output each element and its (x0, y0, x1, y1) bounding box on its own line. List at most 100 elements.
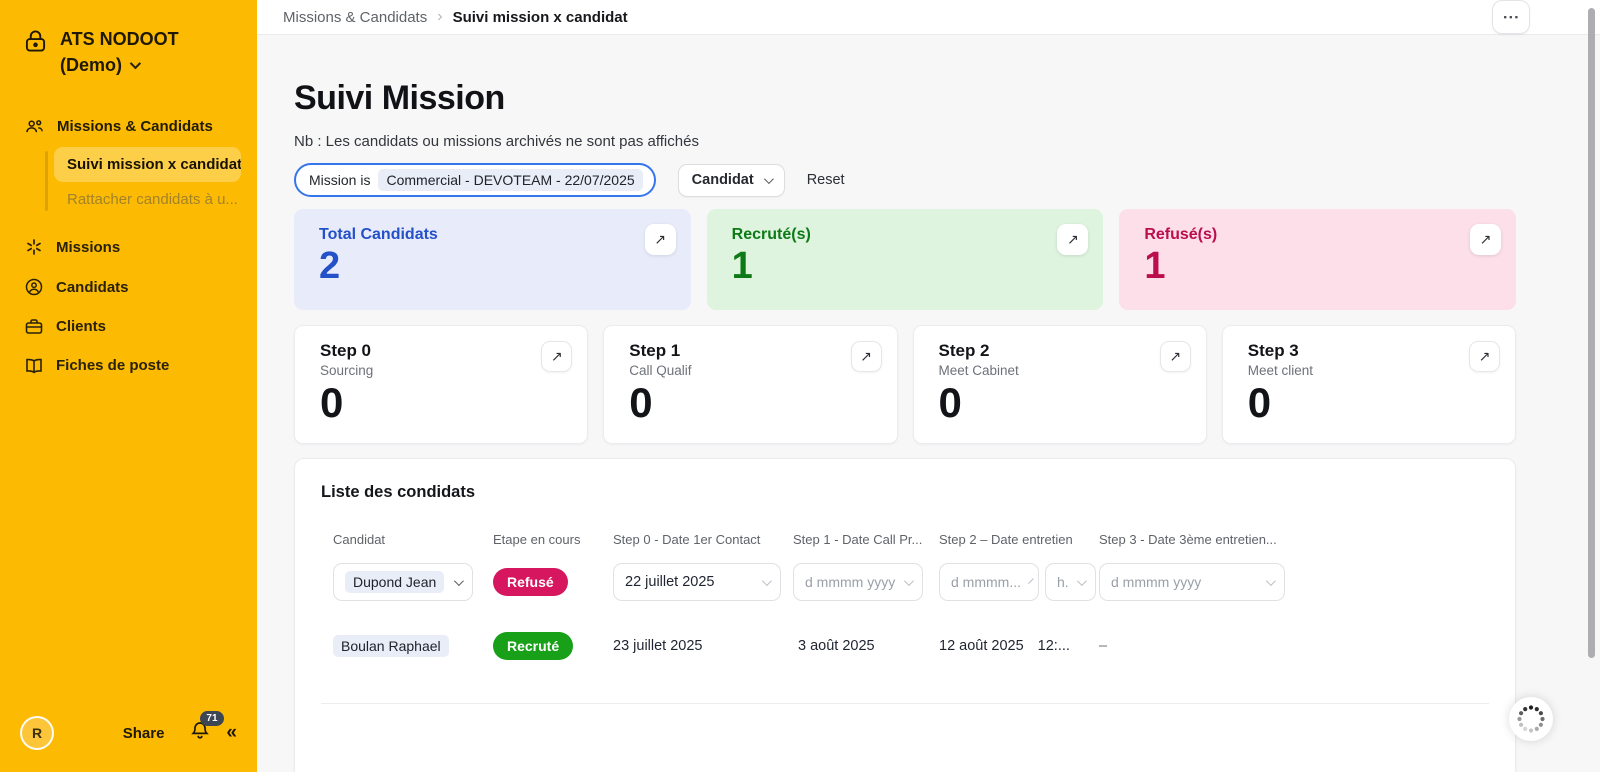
card-step-2: Step 2 Meet Cabinet 0 ↗ (912, 325, 1207, 444)
reset-filters-button[interactable]: Reset (806, 172, 845, 188)
loading-spinner-icon (1517, 705, 1545, 733)
workspace-switcher[interactable]: ATS NODOOT (Demo) (0, 0, 257, 78)
candidate-filter-dropdown[interactable]: Candidat (677, 163, 785, 197)
column-header-step1: Step 1 - Date Call Pr... (793, 532, 923, 547)
status-badge: Recruté (493, 632, 574, 660)
open-card-button[interactable]: ↗ (1057, 224, 1089, 255)
chevron-down-icon (1265, 575, 1276, 586)
chevron-down-icon (453, 575, 464, 586)
row-divider (321, 703, 1489, 704)
breadcrumb: Missions & Candidats › Suivi mission x c… (283, 8, 628, 26)
step-value: 0 (629, 379, 653, 426)
card-label: Refusé(s) (1144, 226, 1218, 243)
sidebar-item-candidats[interactable]: Candidats (0, 267, 257, 307)
people-icon (26, 120, 43, 133)
mission-filter[interactable]: Mission is Commercial - DEVOTEAM - 22/07… (294, 163, 656, 197)
page-content: Suivi Mission Nb : Les candidats ou miss… (257, 35, 1600, 772)
card-value: 2 (319, 245, 341, 287)
step0-date-select[interactable]: 22 juillet 2025 (613, 563, 781, 601)
sidebar-item-rattacher-candidats[interactable]: Rattacher candidats à u... (67, 191, 238, 208)
step-value: 0 (1247, 379, 1272, 426)
filter-row: Mission is Commercial - DEVOTEAM - 22/07… (294, 163, 1516, 197)
sidebar-item-fiches-de-poste[interactable]: Fiches de poste (0, 346, 257, 385)
open-card-button[interactable]: ↗ (1469, 224, 1501, 255)
card-step-0: Step 0 Sourcing 0 ↗ (294, 325, 589, 444)
external-link-icon: ↗ (860, 348, 872, 364)
loading-spinner (1509, 697, 1553, 741)
card-refuses: Refusé(s) 1 ↗ (1119, 209, 1516, 310)
sidebar-item-missions[interactable]: Missions (0, 227, 257, 267)
notifications-button[interactable]: 71 (190, 711, 224, 746)
open-card-button[interactable]: ↗ (644, 224, 676, 255)
table-title: Liste des condidats (321, 483, 476, 501)
step2-time-value[interactable]: 12:... (1037, 638, 1070, 654)
sidebar-item-clients[interactable]: Clients (0, 307, 257, 346)
candidate-chip[interactable]: Boulan Raphael (333, 635, 449, 657)
candidates-table-card: Liste des condidats Candidat Etape en co… (294, 458, 1516, 772)
open-card-button[interactable]: ↗ (1469, 341, 1500, 372)
top-bar: Missions & Candidats › Suivi mission x c… (257, 0, 1600, 35)
column-header-step0: Step 0 - Date 1er Contact (613, 532, 761, 547)
step1-date-select[interactable]: d mmmm yyyy (793, 563, 923, 601)
summary-cards: Total Candidats 2 ↗ Recruté(s) 1 ↗ Refus… (294, 209, 1516, 310)
page-title: Suivi Mission (294, 79, 505, 117)
card-step-1: Step 1 Call Qualif 0 ↗ (603, 325, 898, 444)
open-card-button[interactable]: ↗ (1159, 341, 1191, 372)
bell-icon (191, 722, 210, 739)
column-header-step2: Step 2 – Date entretien (939, 532, 1073, 547)
briefcase-icon (25, 319, 43, 334)
candidate-select[interactable]: Dupond Jean (333, 563, 473, 601)
status-badge: Refusé (493, 568, 568, 596)
column-header-step3: Step 3 - Date 3ème entretien... (1099, 532, 1277, 547)
lock-icon (25, 30, 46, 52)
breadcrumb-current: Suivi mission x candidat (452, 8, 628, 26)
mission-filter-label: Mission is (309, 172, 371, 188)
step-subtitle: Meet Cabinet (938, 363, 1019, 378)
sidebar-section-missions-candidats[interactable]: Missions & Candidats (0, 112, 257, 141)
mission-filter-value: Commercial - DEVOTEAM - 22/07/2025 (378, 169, 643, 191)
page-note: Nb : Les candidats ou missions archivés … (294, 133, 699, 150)
sidebar-item-suivi-mission-x-candidat[interactable]: Suivi mission x candidat (54, 147, 241, 182)
step2-date-select[interactable]: d mmmm... (939, 563, 1039, 601)
asterisk-icon (27, 239, 41, 255)
step-title: Step 1 (629, 341, 681, 360)
step1-date-value[interactable]: 3 août 2025 (798, 638, 875, 654)
column-header-candidat: Candidat (333, 532, 386, 547)
step3-date-select[interactable]: d mmmm yyyy (1099, 563, 1285, 601)
sidebar-nav: Missions & Candidats Suivi mission x can… (0, 112, 257, 385)
step-subtitle: Meet client (1247, 363, 1314, 378)
table-row: Boulan Raphael Recruté 23 juillet 2025 3… (321, 632, 1489, 660)
chevron-down-icon (129, 57, 142, 70)
step-title: Step 3 (1247, 341, 1299, 360)
external-link-icon: ↗ (654, 231, 667, 247)
user-circle-icon (25, 278, 43, 296)
open-card-button[interactable]: ↗ (541, 341, 573, 372)
step0-date-value[interactable]: 23 juillet 2025 (613, 638, 703, 654)
open-card-button[interactable]: ↗ (850, 341, 882, 372)
step-cards: Step 0 Sourcing 0 ↗ Step 1 Call Qualif 0… (294, 325, 1516, 444)
share-button[interactable]: Share (122, 724, 165, 742)
breadcrumb-link-missions-candidats[interactable]: Missions & Candidats (283, 8, 428, 26)
external-link-icon: ↗ (1169, 348, 1182, 364)
ellipsis-icon (1504, 16, 1518, 19)
external-link-icon: ↗ (1066, 231, 1079, 247)
step-title: Step 0 (320, 341, 372, 360)
vertical-scrollbar[interactable] (1588, 8, 1595, 658)
step-subtitle: Sourcing (320, 363, 374, 378)
step2-date-value[interactable]: 12 août 2025 (939, 638, 1024, 654)
sidebar-footer: R Share 71 « (0, 711, 257, 772)
more-options-button[interactable] (1492, 0, 1530, 34)
user-avatar[interactable]: R (20, 716, 54, 750)
card-total-candidats: Total Candidats 2 ↗ (294, 209, 691, 310)
chevron-down-icon (903, 575, 914, 586)
external-link-icon: ↗ (1479, 231, 1492, 247)
collapse-sidebar-icon[interactable]: « (226, 722, 237, 743)
step2-time-select[interactable]: h. (1045, 563, 1096, 601)
table-header-row: Candidat Etape en cours Step 0 - Date 1e… (321, 532, 1489, 547)
step-value: 0 (938, 379, 962, 426)
book-icon (26, 358, 42, 373)
chevron-down-icon (1028, 577, 1034, 584)
card-label: Recruté(s) (731, 226, 811, 243)
card-recrutes: Recruté(s) 1 ↗ (706, 209, 1104, 310)
card-step-3: Step 3 Meet client 0 ↗ (1221, 325, 1516, 444)
